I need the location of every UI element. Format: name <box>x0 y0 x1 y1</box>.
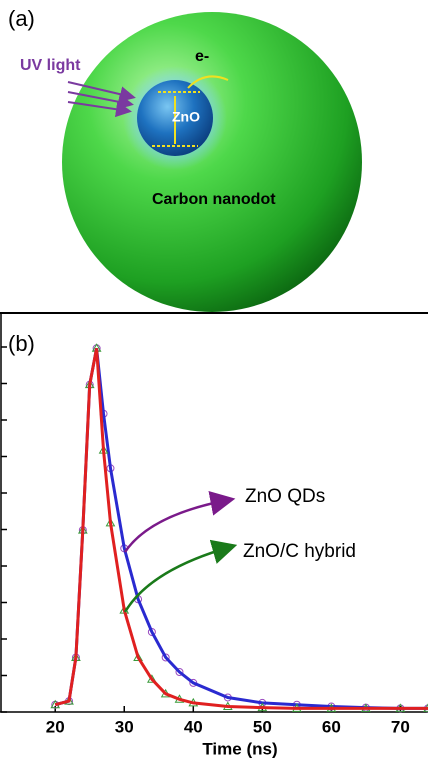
x-tick-label: 40 <box>184 717 203 736</box>
legend-label: ZnO QDs <box>245 486 325 507</box>
core-label: ZnO <box>172 109 200 125</box>
carbon-sphere <box>62 12 362 312</box>
x-tick-label: 20 <box>46 717 65 736</box>
legend-arrow <box>125 500 228 552</box>
electron-label: e- <box>195 48 209 65</box>
x-tick-label: 60 <box>322 717 341 736</box>
legend-label: ZnO/C hybrid <box>243 541 356 562</box>
x-tick-label: 70 <box>391 717 410 736</box>
x-axis-label: Time (ns) <box>202 739 277 758</box>
figure: (a) UV light e- ZnO Carbon nanodot (b) 20… <box>0 0 428 762</box>
panel-label: (a) <box>8 6 35 31</box>
panel-a: (a) UV light e- ZnO Carbon nanodot <box>8 6 362 312</box>
uv-label: UV light <box>20 57 81 74</box>
fit-line <box>55 348 428 708</box>
x-tick-label: 50 <box>253 717 272 736</box>
panel-label: (b) <box>8 331 35 356</box>
shell-label: Carbon nanodot <box>152 191 276 208</box>
x-tick-label: 30 <box>115 717 134 736</box>
